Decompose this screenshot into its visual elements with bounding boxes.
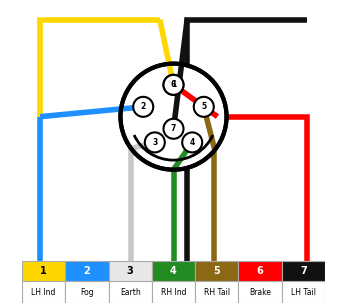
Bar: [65, 281, 109, 303]
Bar: [195, 261, 238, 282]
Circle shape: [163, 75, 184, 95]
Bar: [195, 281, 238, 303]
Bar: [109, 281, 152, 303]
Bar: [22, 281, 65, 303]
Text: LH Ind: LH Ind: [32, 288, 56, 297]
Circle shape: [163, 119, 184, 139]
Circle shape: [120, 64, 227, 170]
Text: 3: 3: [127, 266, 134, 277]
Text: Earth: Earth: [120, 288, 141, 297]
Text: 3: 3: [152, 138, 158, 147]
Text: 2: 2: [84, 266, 90, 277]
Text: 4: 4: [189, 138, 195, 147]
Bar: [109, 261, 152, 282]
Text: 2: 2: [141, 102, 146, 111]
Bar: [238, 281, 282, 303]
Text: RH Ind: RH Ind: [161, 288, 186, 297]
Text: 7: 7: [171, 124, 176, 133]
Text: RH Tail: RH Tail: [204, 288, 230, 297]
Bar: [282, 281, 325, 303]
Bar: [22, 261, 65, 282]
Circle shape: [194, 97, 214, 117]
Circle shape: [133, 97, 153, 117]
Bar: [152, 261, 195, 282]
Bar: [238, 261, 282, 282]
Bar: [152, 281, 195, 303]
Text: LH Tail: LH Tail: [291, 288, 316, 297]
Text: 1: 1: [171, 80, 176, 89]
Text: Brake: Brake: [249, 288, 271, 297]
Text: 1: 1: [40, 266, 47, 277]
Circle shape: [182, 132, 202, 152]
Circle shape: [145, 132, 165, 152]
Text: Fog: Fog: [80, 288, 94, 297]
Text: 6: 6: [257, 266, 263, 277]
Text: 6: 6: [171, 80, 176, 89]
Text: 4: 4: [170, 266, 177, 277]
Text: 5: 5: [213, 266, 220, 277]
Bar: [282, 261, 325, 282]
Circle shape: [163, 75, 184, 95]
Bar: [65, 261, 109, 282]
Text: 7: 7: [300, 266, 307, 277]
Text: 5: 5: [201, 102, 206, 111]
